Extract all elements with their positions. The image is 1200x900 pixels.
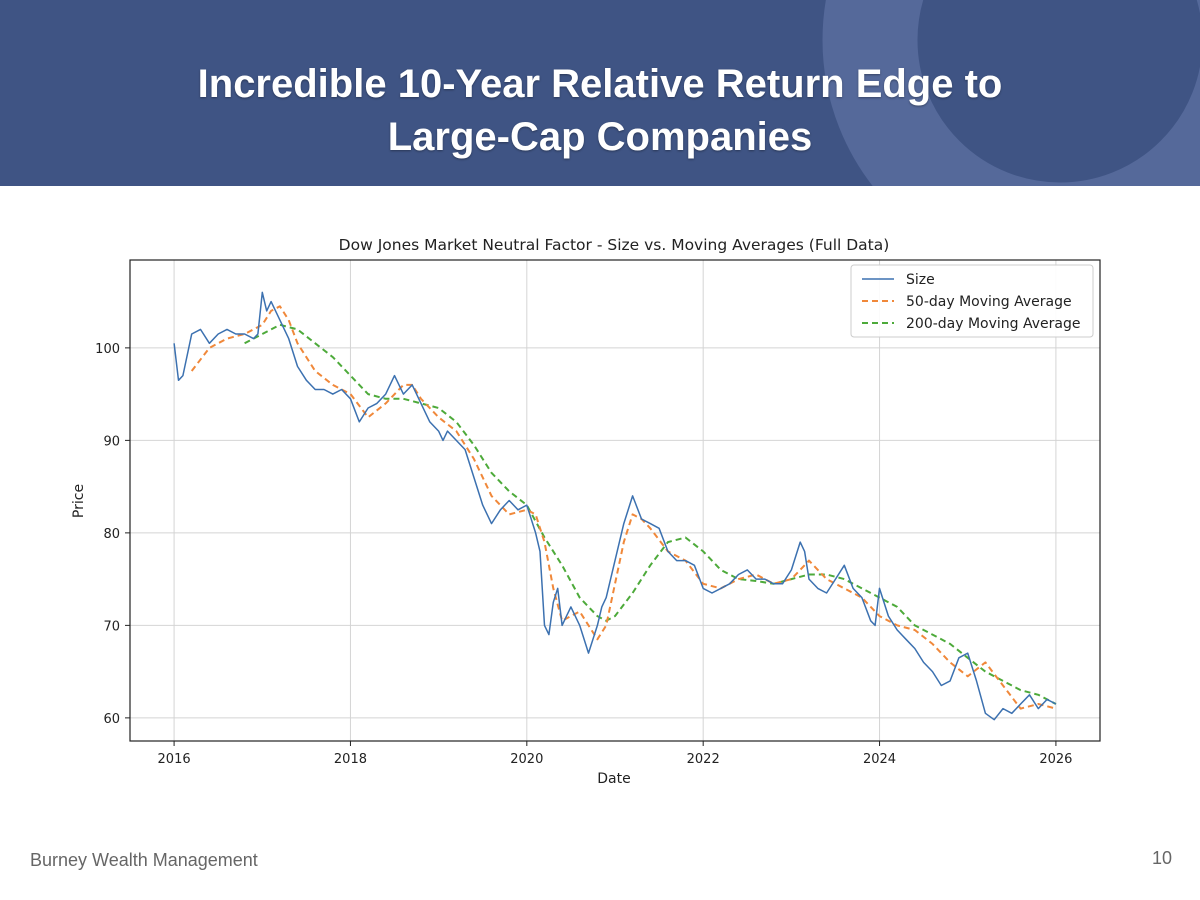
header-decor-arcs [822, 0, 1200, 186]
y-axis-ticks: 60 70 80 90 100 [95, 342, 130, 727]
x-tick-label: 2022 [687, 752, 720, 767]
chart-legend: Size 50-day Moving Average 200-day Movin… [850, 264, 1094, 338]
x-tick-label: 2024 [863, 752, 896, 767]
legend-label-ma50: 50-day Moving Average [906, 294, 1072, 310]
slide-title-line-2: Large-Cap Companies [387, 115, 813, 159]
slide-title-line-1: Incredible 10-Year Relative Return Edge … [197, 62, 1003, 106]
x-tick-label: 2020 [510, 752, 543, 767]
series-line-size [173, 291, 1057, 721]
header-decor-arc [822, 0, 1200, 186]
slide-title: Incredible 10-Year Relative Return Edge … [0, 58, 1200, 164]
y-tick-label: 80 [103, 527, 120, 542]
chart-series-layer [173, 291, 1057, 721]
x-tick-label: 2018 [334, 752, 367, 767]
y-tick-label: 100 [95, 342, 120, 357]
series-line-ma50 [190, 305, 1057, 710]
slide-header: Incredible 10-Year Relative Return Edge … [0, 0, 1200, 186]
footer-company-name: Burney Wealth Management [30, 850, 258, 870]
footer-page-number: 10 [1151, 848, 1172, 868]
legend-label-ma200: 200-day Moving Average [906, 316, 1081, 332]
chart-grid [130, 260, 1100, 741]
series-line-ma200 [244, 323, 1057, 705]
y-tick-label: 90 [103, 434, 120, 449]
y-axis-label: Price [71, 484, 87, 518]
y-tick-label: 70 [103, 619, 120, 634]
line-chart: Dow Jones Market Neutral Factor - Size v… [71, 236, 1101, 787]
x-tick-label: 2016 [158, 752, 191, 767]
legend-label-size: Size [906, 272, 935, 288]
chart-title: Dow Jones Market Neutral Factor - Size v… [339, 236, 890, 254]
plot-frame [129, 259, 1101, 742]
y-tick-label: 60 [103, 712, 120, 727]
x-tick-label: 2026 [1039, 752, 1072, 767]
legend-box [850, 264, 1094, 338]
x-axis-label: Date [597, 771, 630, 787]
x-axis-ticks: 2016 2018 2020 2022 2024 2026 [158, 741, 1072, 767]
